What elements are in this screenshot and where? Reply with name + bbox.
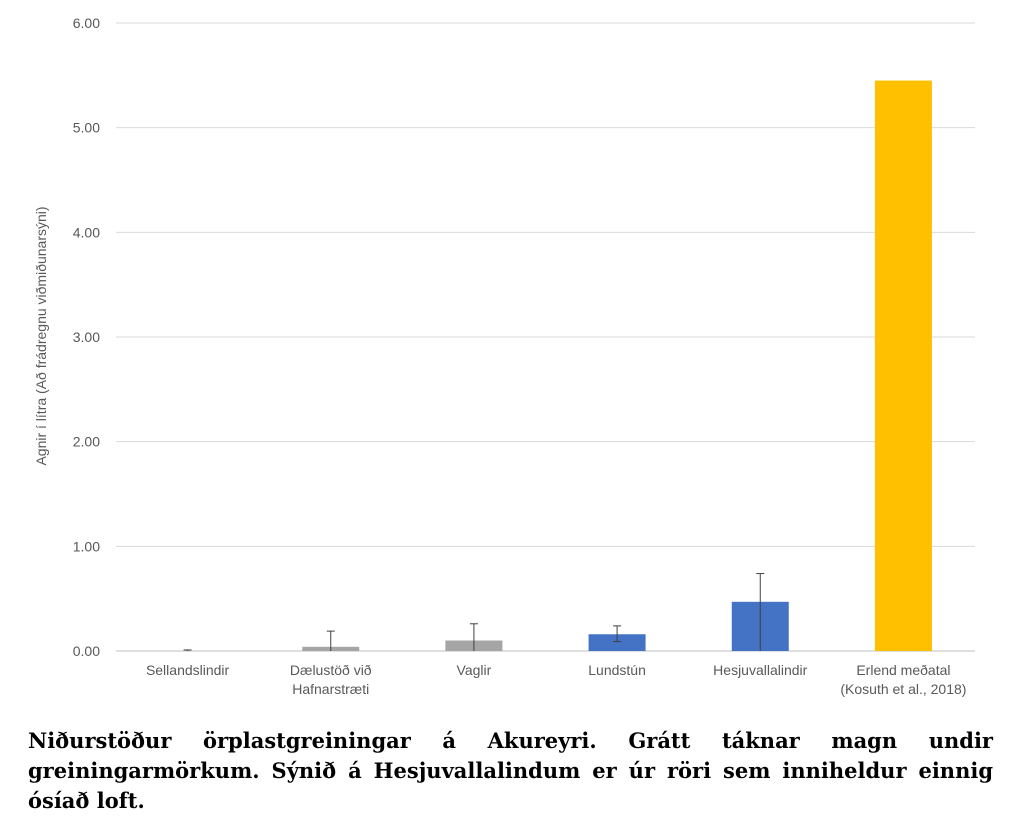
y-tick-label: 2.00 bbox=[73, 434, 100, 450]
gridlines bbox=[116, 22, 975, 652]
bar-chart: 0.00 1.00 2.00 3.00 4.00 5.00 6.00 Sellandslin… bbox=[33, 15, 975, 697]
bar bbox=[874, 80, 932, 652]
x-category-label: Dælustöð við Hafnarstræti bbox=[290, 662, 372, 697]
bar bbox=[588, 634, 646, 651]
y-tick-label: 5.00 bbox=[73, 120, 100, 136]
x-category-label: Vaglir bbox=[457, 662, 492, 678]
error-bars bbox=[183, 573, 765, 651]
x-category-label: Erlend meðatal (Kosuth et al., 2018) bbox=[840, 662, 966, 697]
y-tick-label: 4.00 bbox=[73, 224, 100, 240]
y-axis-label: Agnir í lítra (Að frádregnu viðmiðunarsý… bbox=[33, 206, 49, 465]
y-axis-ticks: 0.00 1.00 2.00 3.00 4.00 5.00 6.00 bbox=[73, 15, 100, 659]
bars bbox=[302, 80, 932, 652]
x-axis-categories: Sellandslindir Dælustöð við Hafnarstræti Va… bbox=[146, 662, 967, 697]
x-category-label: Hesjuvallalindir bbox=[713, 662, 807, 678]
y-tick-label: 6.00 bbox=[73, 15, 100, 31]
x-category-label: Lundstún bbox=[588, 662, 646, 678]
x-category-label: Sellandslindir bbox=[146, 662, 230, 678]
y-tick-label: 1.00 bbox=[73, 538, 100, 554]
y-tick-label: 3.00 bbox=[73, 329, 100, 345]
figure-caption: Niðurstöður örplastgreiningar á Akureyri… bbox=[28, 728, 993, 813]
y-tick-label: 0.00 bbox=[73, 643, 100, 659]
